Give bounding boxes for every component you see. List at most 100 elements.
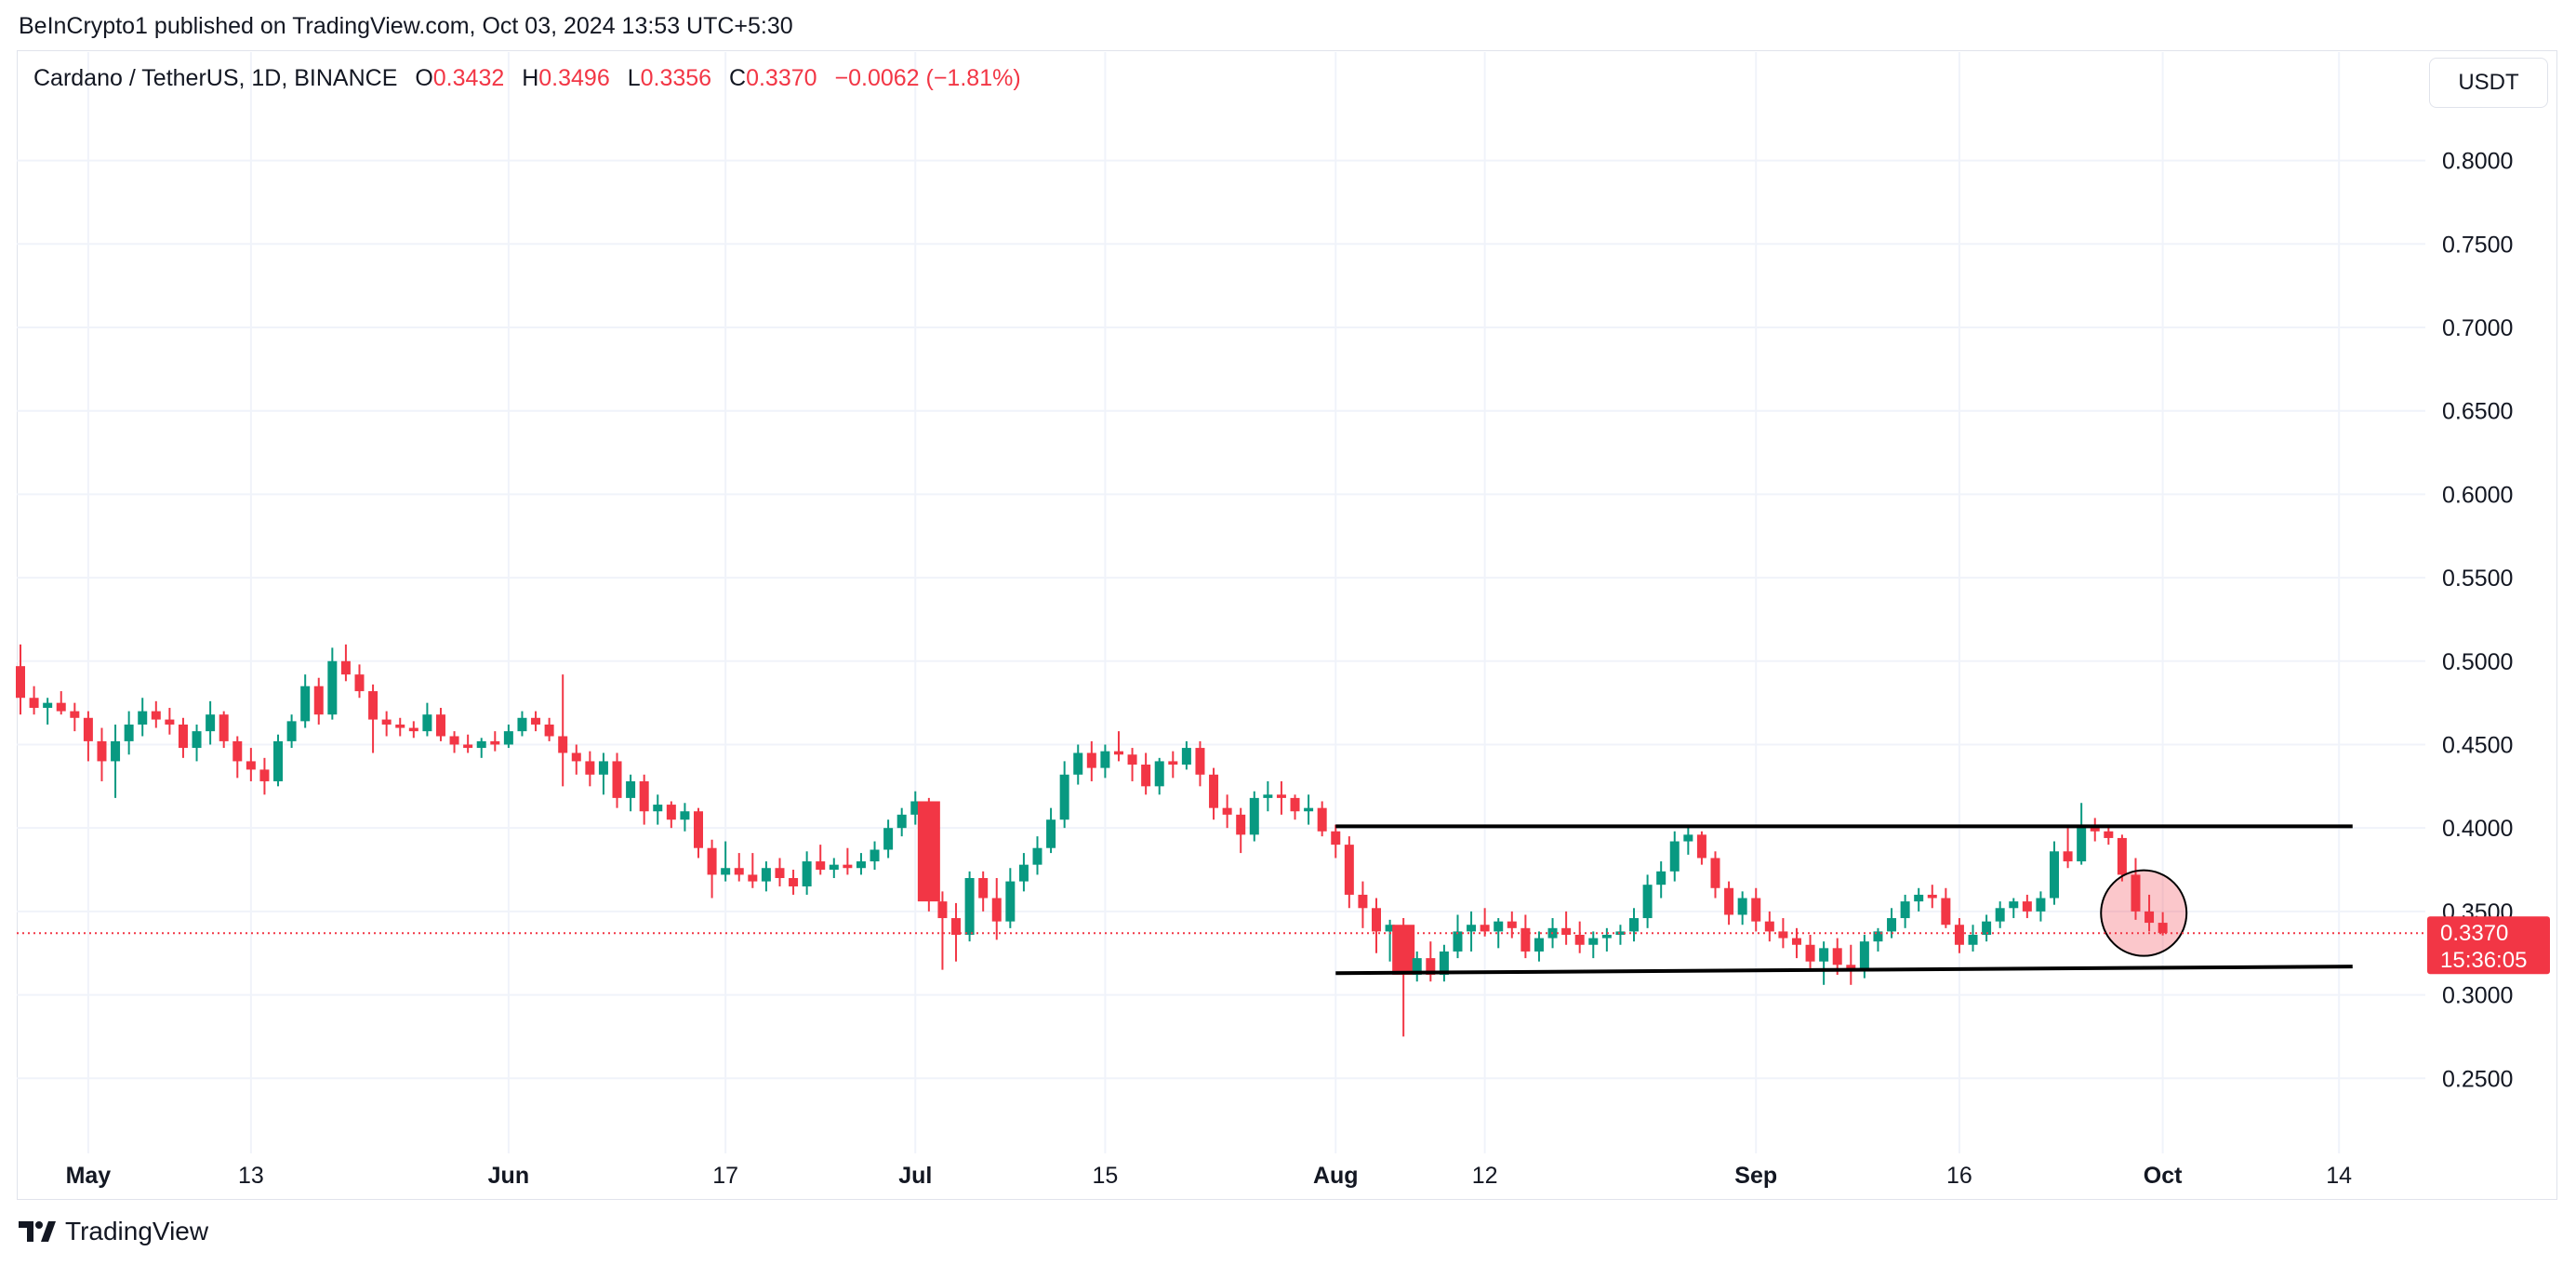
candle-up[interactable] (1737, 891, 1747, 925)
candle-down[interactable] (1168, 751, 1178, 779)
candle-down[interactable] (1805, 934, 1815, 968)
candle-down[interactable] (1710, 851, 1720, 899)
candle-down[interactable] (558, 674, 568, 787)
candle-down[interactable] (816, 845, 826, 875)
candle-up[interactable] (1467, 911, 1477, 952)
candle-up[interactable] (1412, 951, 1422, 982)
candle-down[interactable] (639, 774, 649, 825)
candle-down[interactable] (1222, 794, 1232, 829)
candle-down[interactable] (368, 684, 378, 753)
candle-up[interactable] (300, 674, 311, 728)
tradingview-brand[interactable]: TradingView (19, 1217, 208, 1246)
candle-down[interactable] (354, 664, 365, 699)
candle-down[interactable] (2117, 834, 2127, 882)
highlight-circle[interactable] (2100, 869, 2188, 957)
candle-down[interactable] (246, 748, 256, 781)
candle-up[interactable] (1018, 853, 1029, 892)
currency-button[interactable]: USDT (2429, 58, 2548, 108)
candle-up[interactable] (1046, 807, 1056, 854)
candle-down[interactable] (937, 891, 948, 970)
candle-up[interactable] (1100, 744, 1110, 779)
candle-up[interactable] (1669, 831, 1680, 882)
candle-down[interactable] (2158, 912, 2168, 936)
candle-up[interactable] (1982, 914, 1992, 942)
candle-up[interactable] (802, 851, 812, 895)
candle-down[interactable] (1791, 927, 1801, 959)
candle-down[interactable] (56, 691, 66, 715)
candle-down[interactable] (1358, 881, 1368, 928)
candle-down[interactable] (151, 700, 161, 728)
candle-down[interactable] (1574, 921, 1585, 953)
candle-down[interactable] (1344, 836, 1354, 909)
candle-down[interactable] (1764, 911, 1774, 942)
candle-down[interactable] (1696, 831, 1706, 865)
candle-down[interactable] (2090, 818, 2100, 842)
candle-up[interactable] (2036, 891, 2046, 922)
candle-up[interactable] (111, 724, 121, 798)
candle-down[interactable] (395, 717, 405, 737)
candle-up[interactable] (870, 841, 880, 871)
candle-down[interactable] (917, 797, 940, 912)
candle-down[interactable] (97, 727, 107, 781)
candle-down[interactable] (707, 839, 717, 899)
candle-up[interactable] (1304, 794, 1314, 825)
candle-down[interactable] (1751, 887, 1761, 932)
candle-down[interactable] (1317, 801, 1327, 837)
candle-down[interactable] (531, 711, 541, 732)
candle-down[interactable] (178, 717, 188, 758)
candle-up[interactable] (910, 791, 921, 825)
candle-up[interactable] (503, 724, 513, 749)
candle-down[interactable] (2063, 828, 2073, 869)
candle-up[interactable] (273, 734, 284, 787)
candle-down[interactable] (259, 757, 270, 795)
candle-down[interactable] (2144, 894, 2155, 932)
candle-up[interactable] (598, 752, 608, 795)
candle-up[interactable] (1249, 791, 1259, 842)
candle-up[interactable] (1900, 894, 1910, 928)
candle-down[interactable] (585, 751, 595, 787)
candle-up[interactable] (1005, 868, 1016, 928)
candle-up[interactable] (1385, 919, 1395, 962)
candle-down[interactable] (1507, 911, 1517, 939)
candle-up[interactable] (653, 794, 663, 825)
candle-down[interactable] (1426, 941, 1436, 982)
candle-up[interactable] (1859, 934, 1869, 979)
candle-down[interactable] (1195, 740, 1205, 787)
candle-up[interactable] (721, 841, 731, 882)
candle-up[interactable] (883, 819, 894, 859)
candle-down[interactable] (544, 717, 554, 741)
candle-down[interactable] (1561, 911, 1572, 945)
candle-up[interactable] (286, 714, 297, 749)
candle-down[interactable] (83, 711, 93, 762)
candle-down[interactable] (1954, 918, 1964, 953)
candle-down[interactable] (490, 731, 500, 752)
candle-down[interactable] (435, 708, 445, 741)
candle-down[interactable] (313, 677, 324, 725)
candle-down[interactable] (789, 870, 799, 895)
candle-down[interactable] (571, 744, 581, 775)
candle-down[interactable] (381, 711, 392, 737)
candle-up[interactable] (192, 724, 202, 762)
candle-up[interactable] (476, 738, 486, 758)
candle-up[interactable] (856, 853, 866, 875)
candle-up[interactable] (1263, 780, 1273, 812)
candle-down[interactable] (612, 752, 622, 808)
candle-down[interactable] (1141, 752, 1151, 795)
candle-down[interactable] (1331, 824, 1341, 859)
candle-down[interactable] (1276, 780, 1286, 815)
candle-up[interactable] (124, 711, 134, 755)
candle-down[interactable] (1236, 807, 1246, 854)
candle-up[interactable] (626, 774, 636, 812)
candle-down[interactable] (70, 702, 80, 732)
candle-down[interactable] (219, 711, 229, 749)
channel-lower-line[interactable] (1335, 965, 2353, 976)
candle-up[interactable] (2050, 841, 2059, 905)
candle-up[interactable] (1032, 836, 1042, 875)
candle-up[interactable] (1059, 761, 1069, 829)
candle-down[interactable] (748, 853, 758, 888)
candle-up[interactable] (680, 803, 690, 832)
candle-down[interactable] (1941, 887, 1951, 928)
candle-down[interactable] (1927, 885, 1937, 909)
candle-up[interactable] (1439, 944, 1449, 982)
